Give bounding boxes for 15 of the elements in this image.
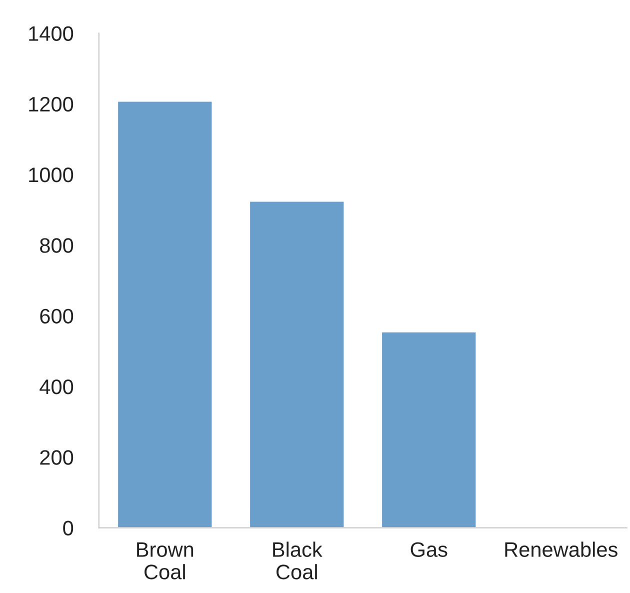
y-tick-label: 400 <box>40 379 74 394</box>
bar <box>116 100 214 528</box>
bar <box>248 200 346 528</box>
y-tick-label: 0 <box>63 520 74 536</box>
bar <box>380 331 478 528</box>
x-tick-label: Gas <box>410 542 448 557</box>
x-tick-label: Black Coal <box>273 542 322 580</box>
y-tick-label: 600 <box>40 308 74 324</box>
x-tick-label: Renewables <box>505 542 618 557</box>
y-tick-label: 1000 <box>29 168 74 182</box>
y-tick-label: 200 <box>40 450 74 465</box>
y-tick-label: 1400 <box>29 26 74 41</box>
y-tick-label: 1200 <box>29 96 74 112</box>
x-tick-label: Brown Coal <box>137 542 194 580</box>
y-tick-label: 800 <box>40 238 74 253</box>
